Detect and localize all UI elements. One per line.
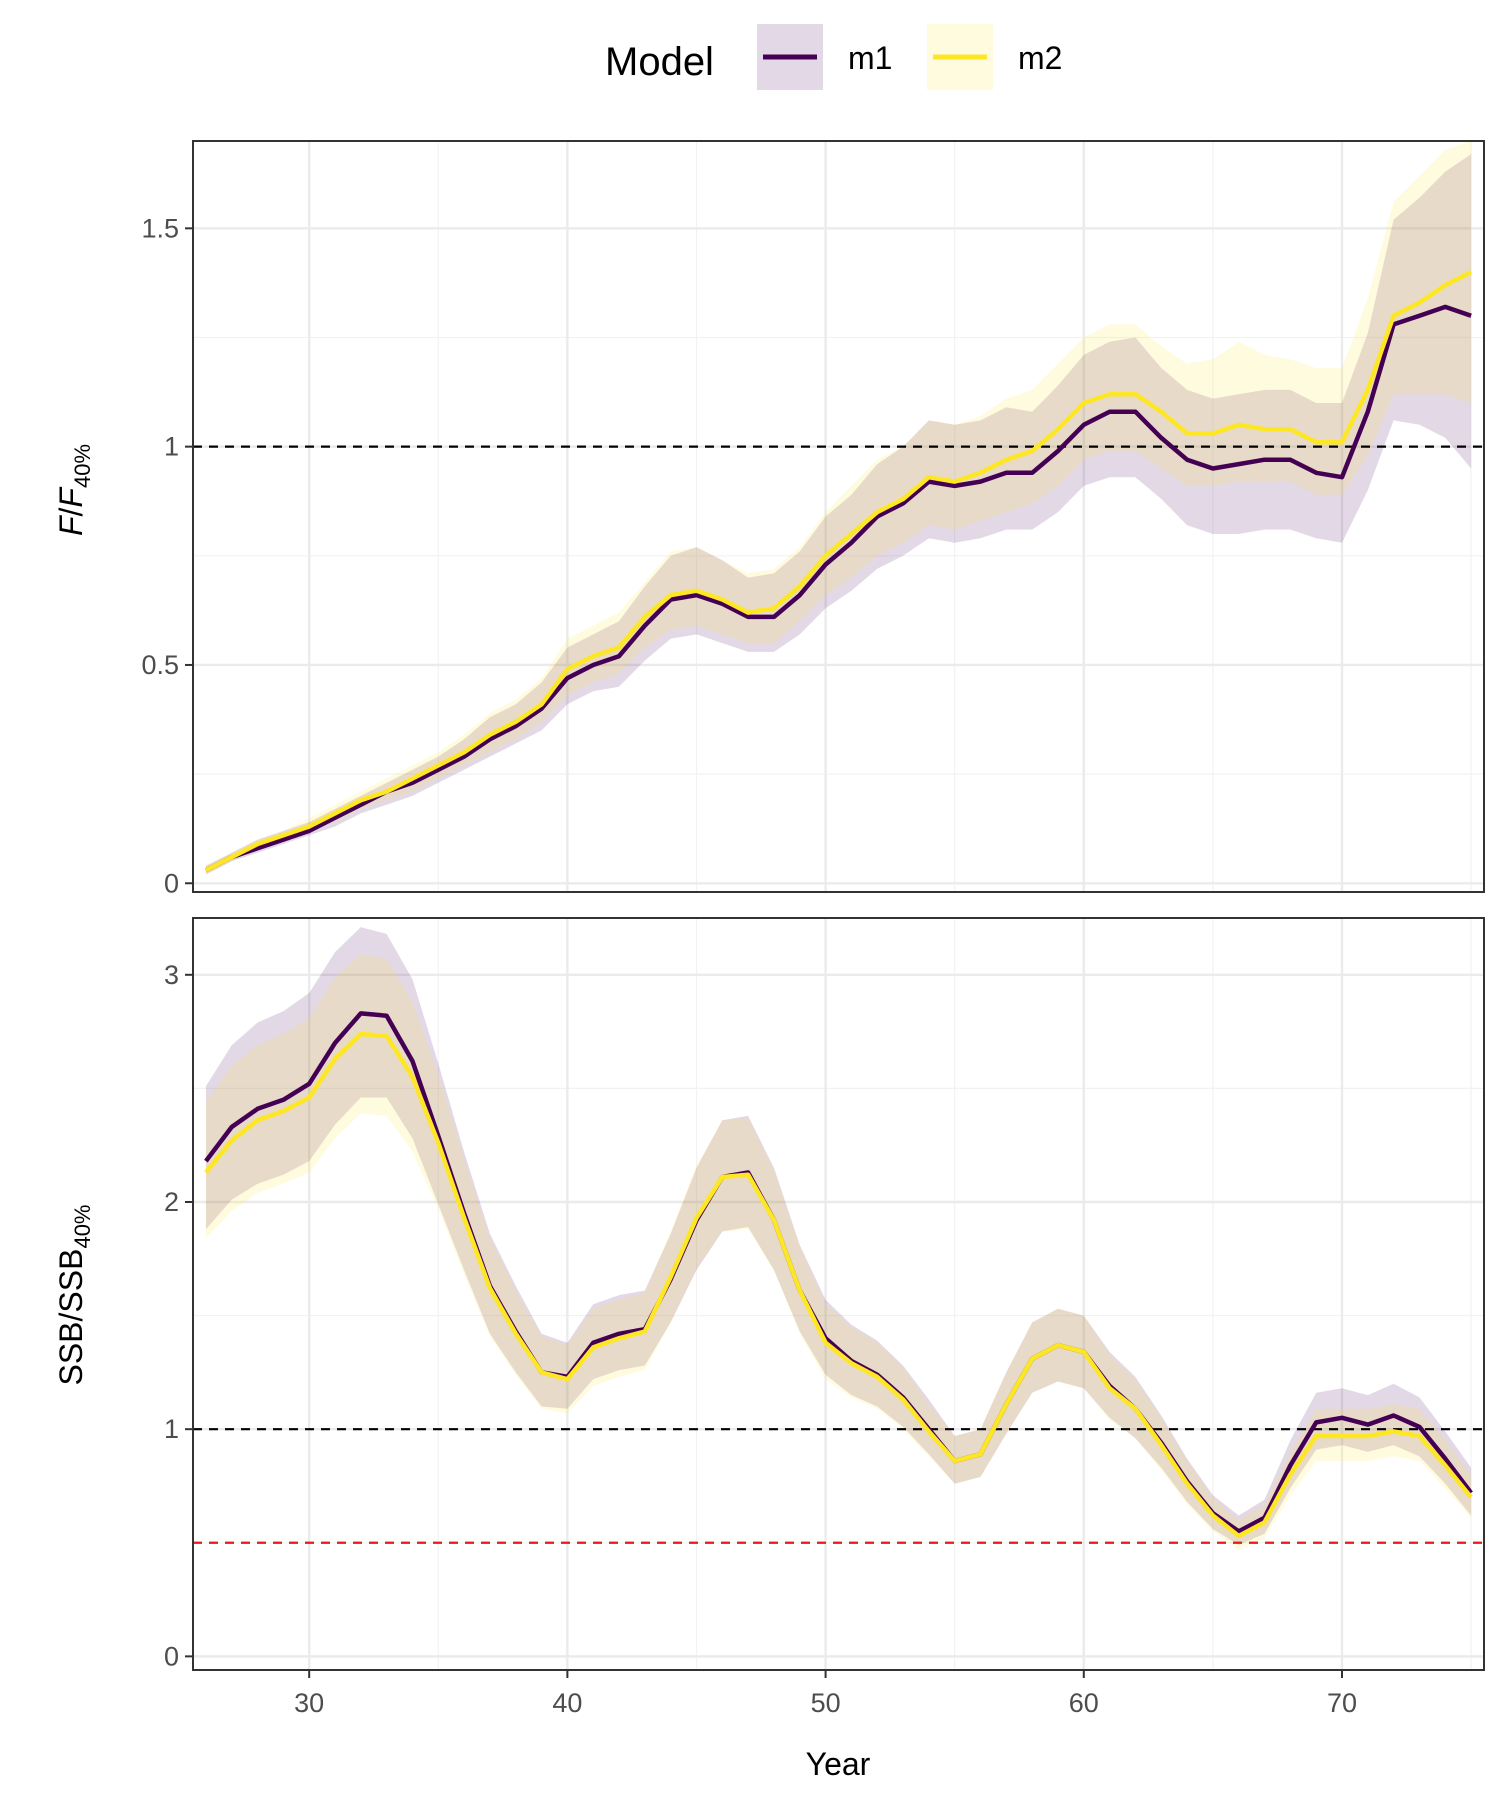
panel-f-ratio-series-lines xyxy=(204,269,1473,873)
legend: Model m1 m2 xyxy=(605,24,1062,90)
x-tick-label: 60 xyxy=(1069,1688,1099,1718)
y-tick-label: 0 xyxy=(164,868,179,898)
panel-ssb-ratio-y-axis-title: SSB/SSB40% xyxy=(53,1205,95,1386)
x-axis-title: Year xyxy=(806,1746,871,1782)
panel-ssb-ratio-bands xyxy=(205,927,1472,1550)
x-tick-label: 70 xyxy=(1327,1688,1357,1718)
x-tick-label: 50 xyxy=(811,1688,841,1718)
band-m2 xyxy=(205,141,1472,875)
y-tick-label: 1 xyxy=(164,432,179,462)
panel-f-ratio-bands xyxy=(205,141,1472,875)
panel-ssb-ratio-reference-lines xyxy=(193,1428,1484,1544)
panel-ssb-ratio-series-lines xyxy=(204,1011,1473,1539)
y-tick-label: 3 xyxy=(164,960,179,990)
panel-ssb-ratio-frame xyxy=(192,917,1485,1671)
y-tick-label: 0 xyxy=(164,1641,179,1671)
series-line-m2 xyxy=(204,1031,1473,1539)
ylabel-bottom-denom: SSB xyxy=(53,1249,89,1313)
y-tick-label: 0.5 xyxy=(141,650,179,680)
panel-ssb-ratio-y-ticks: 0 1 2 3 xyxy=(164,960,193,1671)
series-line-m2 xyxy=(204,269,1473,873)
legend-title: Model xyxy=(605,40,714,84)
series-line-m1 xyxy=(204,304,1472,873)
y-tick-label: 1 xyxy=(164,1414,179,1444)
series-line-m1 xyxy=(204,1011,1473,1534)
panel-border xyxy=(192,917,1485,1671)
panel-f-ratio-frame xyxy=(192,140,1485,893)
ylabel-bottom-main: SSB xyxy=(53,1321,89,1385)
panel-border xyxy=(192,140,1485,893)
y-tick-label: 2 xyxy=(164,1187,179,1217)
panel-f-ratio: 00.511.5 F/F40% xyxy=(53,140,1485,898)
ylabel-top-subscript: 40% xyxy=(70,444,95,488)
x-axis-ticks: 30 40 50 60 70 xyxy=(294,1670,1357,1718)
legend-label-m1: m1 xyxy=(848,40,892,76)
x-tick-label: 30 xyxy=(294,1688,324,1718)
ylabel-top-slash: / xyxy=(53,507,89,516)
band-m2 xyxy=(205,954,1472,1550)
ylabel-top-denom: F xyxy=(53,486,89,508)
legend-label-m2: m2 xyxy=(1018,40,1062,76)
panel-f-ratio-grid xyxy=(193,141,1484,892)
x-tick-label: 40 xyxy=(552,1688,582,1718)
y-tick-label: 1.5 xyxy=(141,213,179,243)
ylabel-bottom-subscript: 40% xyxy=(70,1205,95,1249)
panel-f-ratio-y-axis-title: F/F40% xyxy=(53,444,95,536)
ylabel-bottom-slash: / xyxy=(53,1312,89,1321)
panel-f-ratio-y-ticks: 0 0.5 1 1.5 xyxy=(141,213,193,898)
ylabel-top-main: F xyxy=(53,514,89,536)
band-m1 xyxy=(205,927,1472,1545)
band-m1 xyxy=(205,154,1472,875)
